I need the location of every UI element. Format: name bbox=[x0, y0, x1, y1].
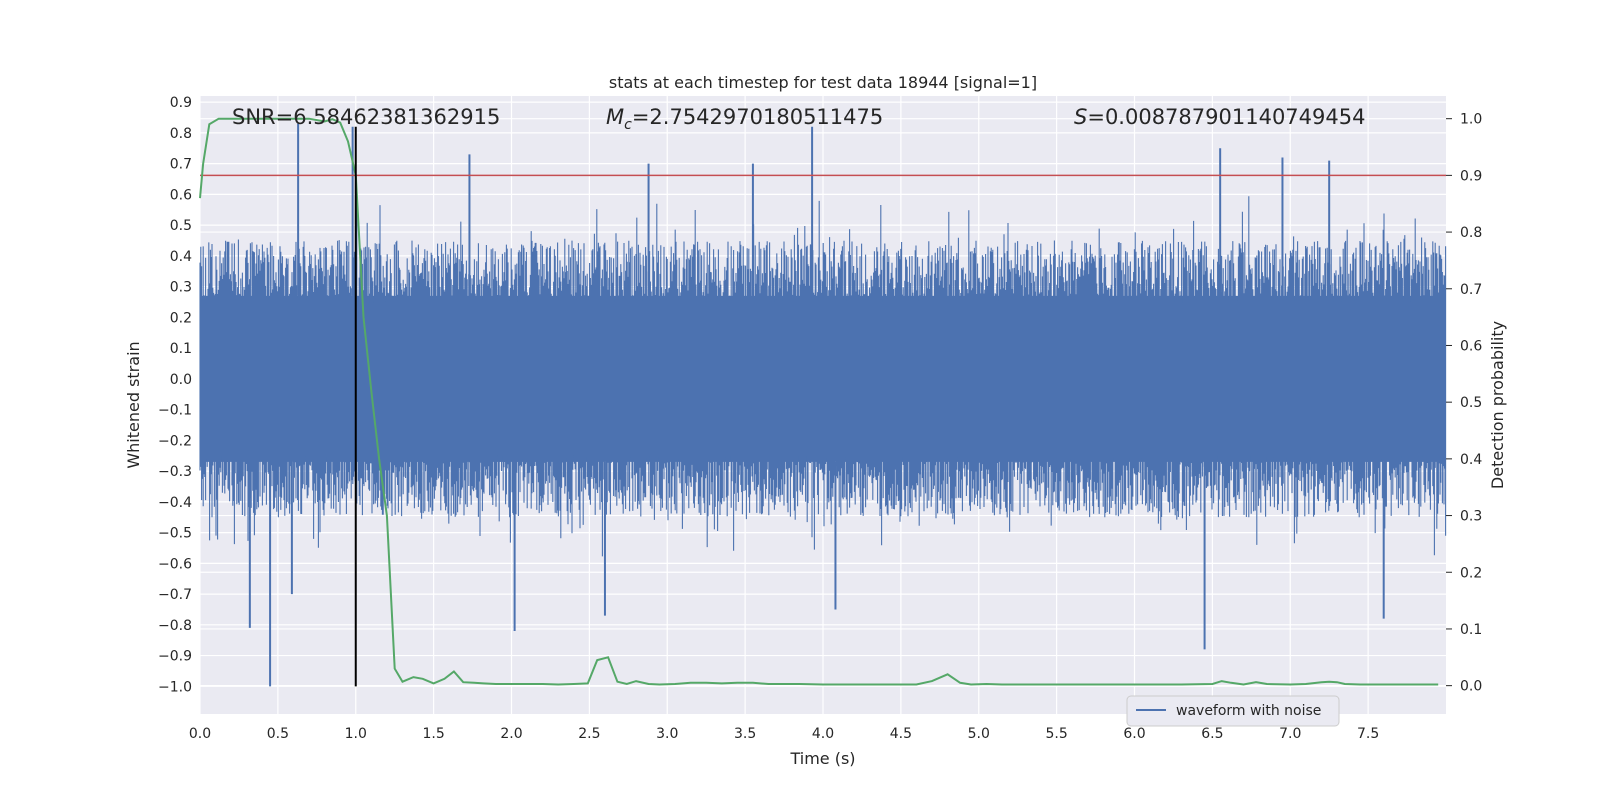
mc-annotation: Mc=2.7542970180511475 bbox=[606, 105, 883, 133]
y-right-tick-label: 0.6 bbox=[1460, 338, 1482, 354]
y-tick-label: −0.5 bbox=[158, 526, 192, 542]
y-tick-label: −0.1 bbox=[158, 403, 192, 419]
y-tick-label: −0.7 bbox=[158, 587, 192, 603]
y-tick-label: 0.0 bbox=[170, 372, 192, 388]
snr-annotation: SNR=6.58462381362915 bbox=[232, 105, 500, 129]
y-tick-label: −1.0 bbox=[158, 679, 192, 695]
x-tick-label: 4.0 bbox=[812, 726, 834, 742]
y-right-axis-label: Detection probability bbox=[1488, 321, 1507, 489]
legend: waveform with noise bbox=[1126, 695, 1340, 727]
x-tick-label: 4.5 bbox=[890, 726, 912, 742]
y-right-tick-label: 1.0 bbox=[1460, 112, 1482, 128]
y-tick-label: 0.1 bbox=[170, 341, 192, 357]
x-tick-label: 1.0 bbox=[345, 726, 367, 742]
x-tick-label: 6.0 bbox=[1123, 726, 1145, 742]
y-tick-label: −0.3 bbox=[158, 464, 192, 480]
y-tick-label: 0.9 bbox=[170, 95, 192, 111]
x-tick-label: 2.0 bbox=[500, 726, 522, 742]
y-right-tick-label: 0.7 bbox=[1460, 282, 1482, 298]
legend-box bbox=[1126, 695, 1340, 727]
x-tick-label: 3.0 bbox=[656, 726, 678, 742]
y-tick-label: 0.4 bbox=[170, 249, 192, 265]
y-tick-label: 0.8 bbox=[170, 126, 192, 142]
y-tick-label: 0.6 bbox=[170, 187, 192, 203]
y-right-tick-label: 0.8 bbox=[1460, 225, 1482, 241]
y-tick-label: 0.2 bbox=[170, 310, 192, 326]
mc-subscript: c bbox=[624, 117, 632, 133]
y-tick-label: −0.9 bbox=[158, 649, 192, 665]
y-right-tick-label: 0.4 bbox=[1460, 452, 1482, 468]
x-tick-label: 0.5 bbox=[267, 726, 289, 742]
waveform-series bbox=[199, 123, 1447, 687]
x-tick-label: 1.5 bbox=[422, 726, 444, 742]
y-tick-label: 0.7 bbox=[170, 157, 192, 173]
mc-symbol: M bbox=[606, 105, 624, 129]
y-tick-label: −0.2 bbox=[158, 433, 192, 449]
x-tick-label: 0.0 bbox=[189, 726, 211, 742]
y-right-tick-label: 0.1 bbox=[1460, 622, 1482, 638]
x-axis-label: Time (s) bbox=[789, 749, 855, 768]
y-tick-label: 0.3 bbox=[170, 280, 192, 296]
y-tick-label: −0.8 bbox=[158, 618, 192, 634]
y-right-tick-label: 0.9 bbox=[1460, 168, 1482, 184]
x-tick-label: 5.5 bbox=[1045, 726, 1067, 742]
x-tick-label: 7.0 bbox=[1279, 726, 1301, 742]
s-symbol: S bbox=[1074, 105, 1087, 129]
mc-value: =2.7542970180511475 bbox=[632, 105, 883, 129]
s-value: =0.008787901140749454 bbox=[1087, 105, 1365, 129]
y-axis-label: Whitened strain bbox=[124, 341, 143, 468]
y-right-tick-label: 0.0 bbox=[1460, 679, 1482, 695]
x-tick-label: 2.5 bbox=[578, 726, 600, 742]
y-right-tick-label: 0.2 bbox=[1460, 565, 1482, 581]
x-ticks: 0.0 0.5 1.0 1.5 2.0 2.5 3.0 3.5 4.0 4.5 5.0 5.5 6.0 6… bbox=[189, 726, 1379, 742]
y-right-ticks: 1.0 0.9 0.8 0.7 0.6 0.5 0.4 0.3 0.2 0.1 0.0 bbox=[1446, 112, 1482, 695]
y-tick-label: −0.6 bbox=[158, 556, 192, 572]
x-tick-label: 6.5 bbox=[1201, 726, 1223, 742]
y-right-tick-label: 0.5 bbox=[1460, 395, 1482, 411]
x-tick-label: 5.0 bbox=[968, 726, 990, 742]
x-tick-label: 3.5 bbox=[734, 726, 756, 742]
chart-title: stats at each timestep for test data 189… bbox=[609, 73, 1037, 92]
y-ticks: 0.9 0.8 0.7 0.6 0.5 0.4 0.3 0.2 0.1 0.0 −0.1 −0.2 −0… bbox=[158, 95, 192, 695]
y-right-tick-label: 0.3 bbox=[1460, 509, 1482, 525]
detection-probability-line bbox=[199, 117, 1439, 686]
waveform-trace bbox=[199, 196, 1447, 557]
y-tick-label: −0.4 bbox=[158, 495, 192, 511]
s-annotation: S=0.008787901140749454 bbox=[1074, 105, 1365, 129]
y-tick-label: 0.5 bbox=[170, 218, 192, 234]
x-tick-label: 7.5 bbox=[1357, 726, 1379, 742]
legend-label: waveform with noise bbox=[1176, 703, 1321, 719]
